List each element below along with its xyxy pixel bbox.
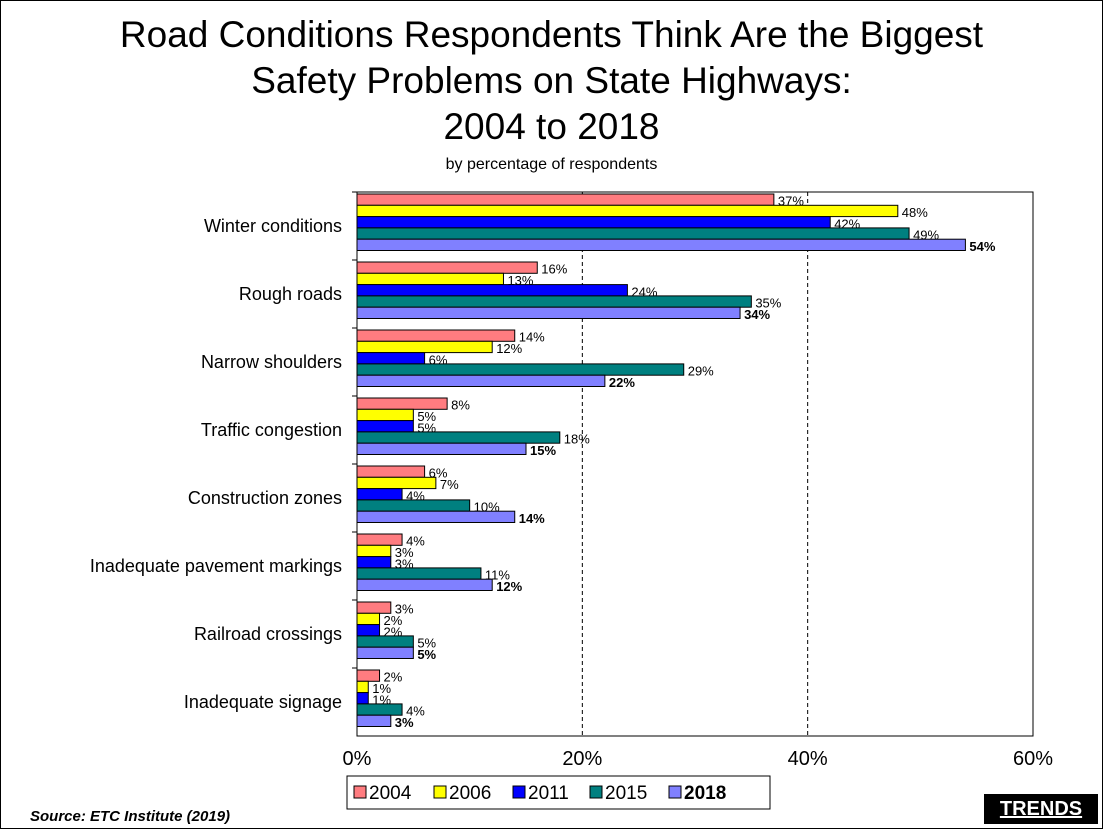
bar-2006-4 [356,476,437,490]
bar-2015-4 [356,499,471,512]
source-note: Source: ETC Institute (2019) [30,808,231,825]
data-label-2018-3: 15% [530,443,556,458]
data-label-2018-0: 54% [969,239,995,254]
legend-label-2011: 2011 [528,783,569,804]
bar-2011-6 [356,624,381,637]
bar-2006-1 [356,272,504,286]
category-label-6: Railroad crossings [194,624,342,644]
x-tick-label-3: 60% [1013,748,1053,770]
legend-label-2018: 2018 [684,783,726,804]
trends-logo: TRENDS [984,794,1098,824]
bar-2006-7 [356,680,369,694]
x-tick-label-2: 40% [788,748,828,770]
data-label-2018-2: 22% [609,375,635,390]
category-label-4: Construction zones [188,488,342,508]
bar-2018-0 [356,238,966,251]
data-label-2004-2: 14% [519,330,545,345]
data-label-2015-6: 5% [417,636,436,651]
bar-2015-5 [356,567,482,580]
category-label-7: Inadequate signage [184,692,342,712]
data-label-2006-3: 5% [417,409,436,424]
bar-2004-6 [356,601,392,614]
bar-2018-5 [356,578,493,592]
bar-2006-6 [356,612,381,626]
bar-2015-3 [356,431,561,444]
data-label-2004-7: 2% [384,670,403,685]
legend-box [346,775,771,810]
bar-2004-0 [356,193,775,206]
bar-2006-0 [356,204,899,218]
data-label-2018-7: 3% [395,715,414,730]
data-label-2006-0: 48% [902,205,928,220]
bar-2006-5 [356,544,392,558]
category-label-5: Inadequate pavement markings [90,556,342,576]
data-label-2018-5: 12% [496,579,522,594]
bar-2015-1 [356,295,752,308]
data-label-2004-3: 8% [451,398,470,413]
legend-swatch-2004 [353,785,367,799]
legend-label-2004: 2004 [369,783,412,804]
data-label-2018-6: 5% [417,647,436,662]
x-tick-label-1: 20% [562,748,602,770]
data-label-2006-6: 2% [384,613,403,628]
data-label-2006-5: 3% [395,545,414,560]
bar-2018-1 [356,306,741,320]
bar-2011-2 [356,352,426,365]
bar-2018-2 [356,374,606,388]
bar-2018-4 [356,510,516,524]
bar-2015-0 [356,227,910,240]
legend-label-2006: 2006 [449,783,491,804]
bar-2011-1 [356,284,628,297]
bar-2015-6 [356,635,414,648]
bar-2018-6 [356,646,414,660]
chart-title-line-2: Safety Problems on State Highways: [251,60,852,101]
data-label-2018-1: 34% [744,307,770,322]
bar-2018-7 [356,714,392,728]
x-tick-label-0: 0% [343,748,372,770]
legend-swatch-2018 [668,785,682,799]
legend-swatch-2006 [433,785,447,799]
bar-2004-5 [356,533,403,546]
data-label-2015-7: 4% [406,704,425,719]
bar-2004-1 [356,261,538,274]
bar-2011-4 [356,488,403,501]
category-label-2: Narrow shoulders [201,352,342,372]
category-label-1: Rough roads [239,284,342,304]
data-label-2006-2: 12% [496,341,522,356]
bar-2011-5 [356,556,392,569]
bar-2004-4 [356,465,426,478]
bar-2018-3 [356,442,527,456]
bar-2006-3 [356,408,414,422]
bar-2004-7 [356,669,381,682]
data-label-2015-3: 18% [564,432,590,447]
chart-title-line-3: 2004 to 2018 [443,106,660,147]
legend-label-2015: 2015 [605,783,647,804]
chart-subtitle: by percentage of respondents [445,156,658,173]
bar-2011-3 [356,420,414,433]
data-label-2015-2: 29% [688,364,714,379]
data-label-2006-7: 1% [372,681,391,696]
data-label-2004-1: 16% [541,262,567,277]
legend-swatch-2011 [512,785,526,799]
category-label-3: Traffic congestion [201,420,342,440]
bar-2004-2 [356,329,516,342]
data-label-2006-4: 7% [440,477,459,492]
data-label-2004-6: 3% [395,602,414,617]
bar-2004-3 [356,397,448,410]
bar-2015-2 [356,363,685,376]
bar-2006-2 [356,340,493,354]
data-label-2004-5: 4% [406,534,425,549]
bar-2011-0 [356,216,831,229]
category-label-0: Winter conditions [204,216,342,236]
data-label-2015-1: 35% [755,296,781,311]
chart-title-line-1: Road Conditions Respondents Think Are th… [119,14,984,55]
bar-2015-7 [356,703,403,716]
legend-swatch-2015 [589,785,603,799]
bar-2011-7 [356,692,369,705]
data-label-2018-4: 14% [519,511,545,526]
